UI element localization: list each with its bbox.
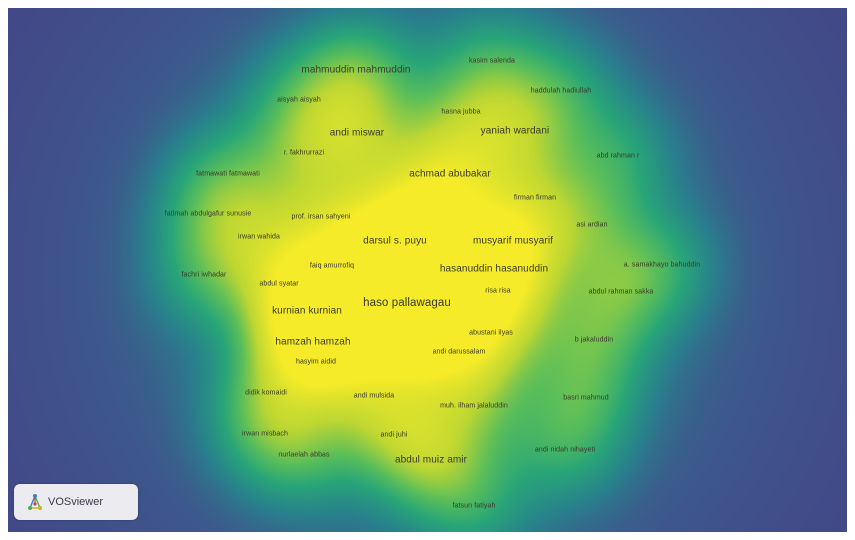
node-label[interactable]: prof. irsan sahyeni: [291, 213, 351, 221]
node-label[interactable]: andi mulsida: [353, 392, 395, 400]
node-label[interactable]: haso pallawagau: [363, 297, 451, 309]
node-label[interactable]: andi darussalam: [432, 348, 486, 356]
node-label[interactable]: hasna jubba: [441, 108, 481, 116]
node-label[interactable]: abdul rahman sakka: [588, 288, 654, 296]
node-label[interactable]: b jakaluddin: [574, 336, 614, 344]
node-label[interactable]: andi juhi: [380, 431, 408, 439]
node-label[interactable]: achmad abubakar: [409, 168, 491, 180]
node-label[interactable]: darsul s. puyu: [363, 235, 427, 247]
node-label[interactable]: firman firman: [513, 194, 557, 202]
vosviewer-logo-text: VOSviewer: [48, 496, 104, 508]
node-label[interactable]: faiq amurrofiq: [309, 262, 355, 270]
node-label[interactable]: andi miswar: [329, 127, 385, 139]
node-label[interactable]: aisyah aisyah: [277, 96, 321, 104]
node-label[interactable]: a. samakhayo bahuddin: [623, 261, 701, 269]
node-label[interactable]: musyarif musyarif: [472, 235, 554, 247]
node-label[interactable]: abustani ilyas: [469, 329, 513, 337]
node-label[interactable]: risa risa: [485, 287, 511, 295]
node-label[interactable]: muh. ilham jalaluddin: [440, 402, 508, 410]
node-label[interactable]: abdul syatar: [259, 280, 299, 288]
node-label[interactable]: mahmuddin mahmuddin: [301, 64, 411, 76]
node-label[interactable]: basri mahmud: [563, 394, 609, 402]
node-label[interactable]: fatmawati fatmawati: [196, 170, 260, 178]
node-label[interactable]: irwan misbach: [241, 430, 289, 438]
node-label[interactable]: abdul muiz amir: [394, 454, 468, 466]
node-label[interactable]: r. fakhrurrazi: [283, 149, 325, 157]
node-label[interactable]: fachri iwhadar: [181, 271, 227, 279]
vosviewer-network-icon: [28, 494, 42, 510]
node-label[interactable]: abd rahman r: [596, 152, 640, 160]
node-label[interactable]: nurlaelah abbas: [278, 451, 330, 459]
vosviewer-logo: VOSviewer: [14, 484, 138, 520]
node-label[interactable]: irwan wahida: [237, 233, 281, 241]
node-label[interactable]: didik komaidi: [245, 389, 287, 397]
node-label[interactable]: hamzah hamzah: [275, 336, 351, 348]
node-label[interactable]: fatsun fatiyah: [452, 502, 496, 510]
node-labels-layer: kasim salenda mahmuddin mahmuddin haddulah…: [8, 8, 847, 532]
node-label[interactable]: fatimah abdulgafur sunusie: [164, 210, 252, 218]
node-label[interactable]: kasim salenda: [468, 57, 516, 65]
node-label[interactable]: yaniah wardani: [480, 125, 550, 137]
density-visualization[interactable]: kasim salenda mahmuddin mahmuddin haddulah…: [8, 8, 847, 532]
node-label[interactable]: kurnian kurnian: [272, 305, 342, 317]
node-label[interactable]: hasanuddin hasanuddin: [439, 263, 549, 275]
node-label[interactable]: andi nidah nihayeti: [534, 446, 596, 454]
node-label[interactable]: haddulah hadiullah: [530, 87, 592, 95]
node-label[interactable]: asi ardian: [576, 221, 608, 229]
density-heatmap: [8, 8, 847, 532]
node-label[interactable]: hasyim aidid: [295, 358, 337, 366]
